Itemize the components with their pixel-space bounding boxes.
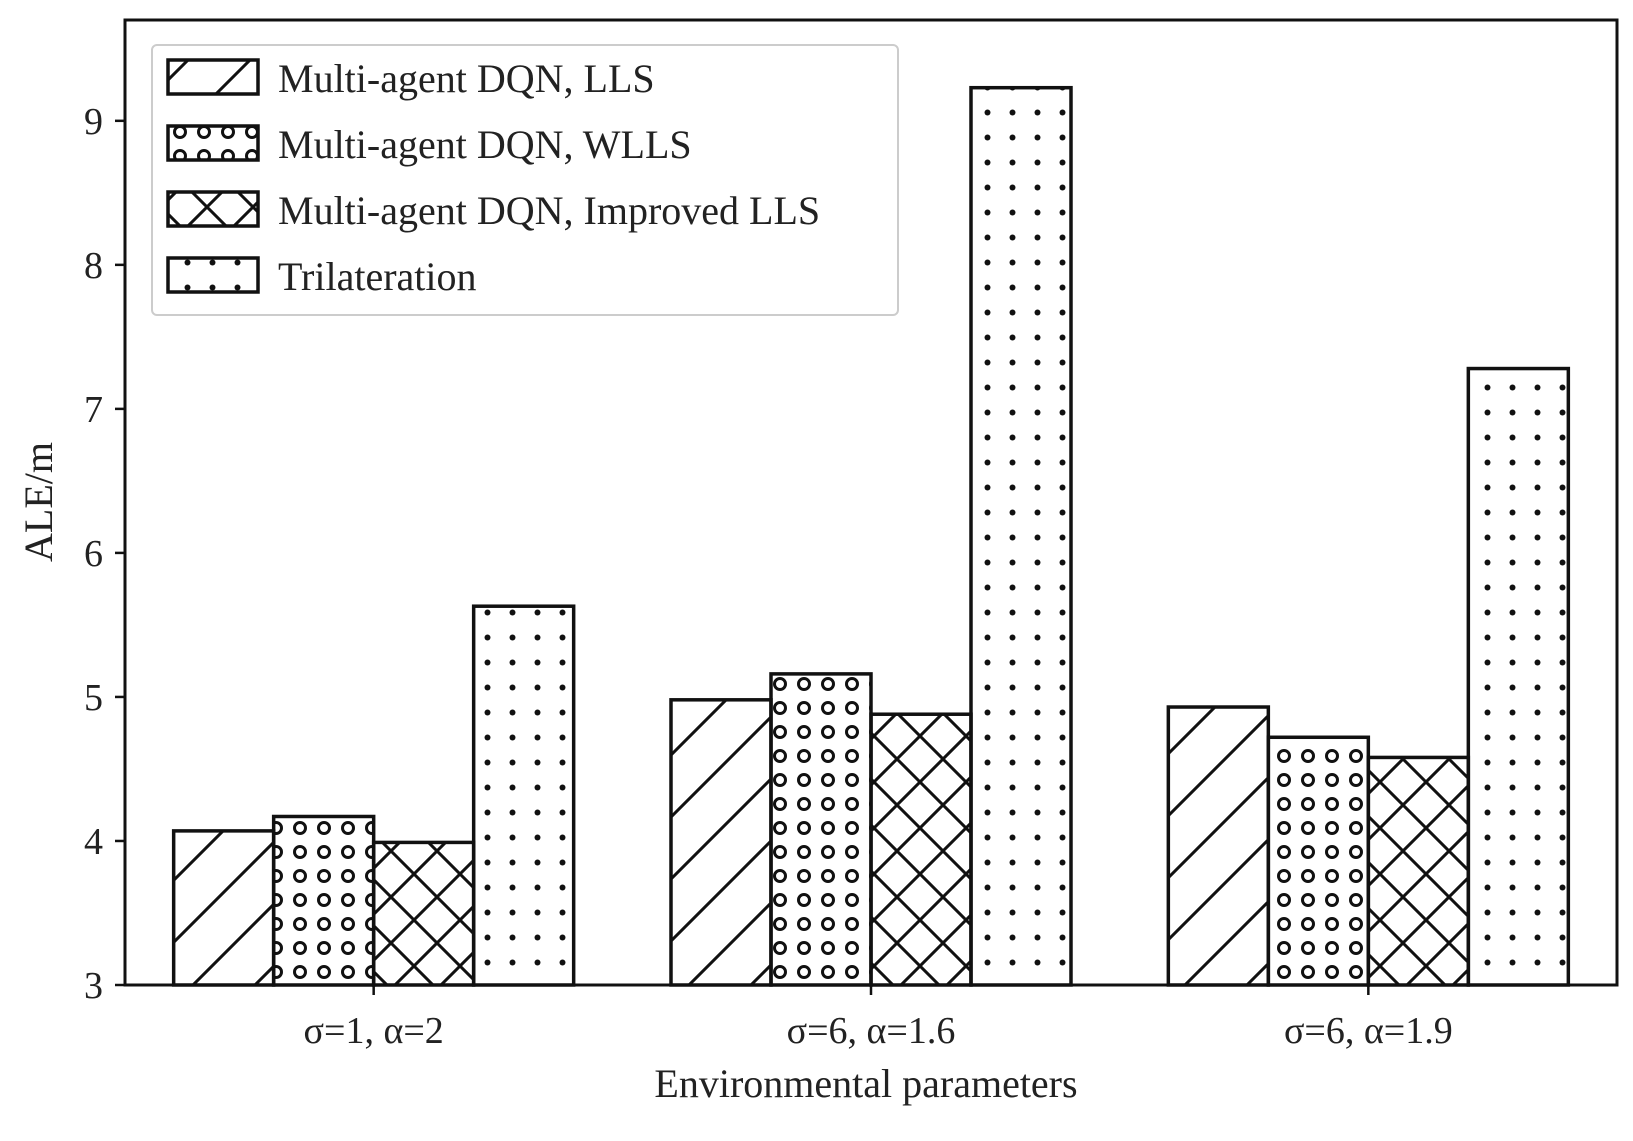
legend-label-multi-agent-dqn-improved-lls: Multi-agent DQN, Improved LLS	[278, 188, 820, 233]
legend-swatch-multi-agent-dqn-improved-lls	[166, 190, 260, 228]
x-tick-label: σ=1, α=2	[304, 1010, 444, 1052]
x-tick-label: σ=6, α=1.6	[787, 1010, 956, 1052]
y-tick-label: 4	[84, 821, 103, 863]
y-axis-title: ALE/m	[16, 442, 61, 562]
bar-trilateration-group-2	[969, 85, 1073, 987]
bar-multi-agent-dqn-lls-group-2	[669, 698, 773, 987]
legend: Multi-agent DQN, LLS Multi-agent DQN, WLL…	[151, 44, 899, 316]
bar-multi-agent-dqn-lls-group-3	[1166, 705, 1271, 987]
legend-box	[151, 44, 899, 316]
y-tick-label: 9	[84, 101, 103, 143]
bar-trilateration-group-3	[1466, 366, 1571, 987]
bar-trilateration-group-1	[471, 604, 576, 987]
legend-label-multi-agent-dqn-wlls: Multi-agent DQN, WLLS	[278, 122, 692, 167]
bar-multi-agent-dqn-wlls-group-1	[271, 814, 376, 987]
y-tick-label: 5	[84, 677, 103, 719]
axes-layer: 3 4 5 6 7 8 9 σ=1, α=2 σ=6, α=1.6 σ=6, α=1.9	[84, 101, 1453, 1052]
bar-multi-agent-dqn-improved-lls-group-1	[371, 840, 476, 987]
y-tick-label: 7	[84, 389, 103, 431]
x-tick-label: σ=6, α=1.9	[1284, 1010, 1453, 1052]
y-tick-label: 8	[84, 245, 103, 287]
bar-multi-agent-dqn-lls-group-1	[171, 829, 276, 987]
y-tick-label: 3	[84, 965, 103, 1007]
legend-swatch-multi-agent-dqn-wlls	[166, 124, 260, 162]
bar-multi-agent-dqn-wlls-group-2	[769, 672, 873, 987]
legend-swatch-trilateration	[166, 256, 260, 294]
x-axis-title: Environmental parameters	[654, 1061, 1077, 1106]
bars-layer	[171, 85, 1571, 987]
legend-label-multi-agent-dqn-lls: Multi-agent DQN, LLS	[278, 56, 655, 101]
bar-multi-agent-dqn-improved-lls-group-3	[1366, 755, 1471, 987]
bar-multi-agent-dqn-wlls-group-3	[1266, 735, 1371, 987]
legend-swatch-multi-agent-dqn-lls	[166, 58, 260, 96]
legend-label-trilateration: Trilateration	[278, 254, 477, 299]
bar-multi-agent-dqn-improved-lls-group-2	[869, 712, 973, 987]
y-tick-label: 6	[84, 533, 103, 575]
